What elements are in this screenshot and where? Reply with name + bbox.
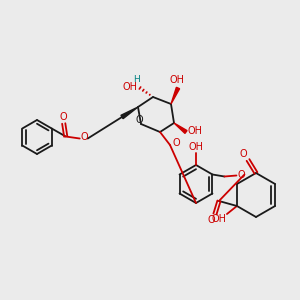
Text: O: O — [207, 215, 215, 225]
Text: O: O — [135, 115, 143, 125]
Text: OH: OH — [188, 142, 203, 152]
Text: O: O — [238, 169, 245, 179]
Text: H: H — [134, 74, 140, 83]
Text: OH: OH — [169, 75, 184, 85]
Text: OH: OH — [188, 126, 202, 136]
Text: OH: OH — [212, 214, 226, 224]
Text: O: O — [172, 138, 180, 148]
Text: O: O — [60, 112, 68, 122]
Polygon shape — [174, 123, 187, 134]
Text: O: O — [81, 133, 88, 142]
Polygon shape — [121, 107, 138, 119]
Text: O: O — [239, 149, 247, 159]
Polygon shape — [171, 87, 180, 104]
Text: OH: OH — [122, 82, 137, 92]
